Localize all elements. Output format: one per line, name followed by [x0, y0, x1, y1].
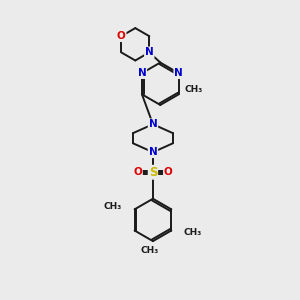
Text: CH₃: CH₃: [185, 85, 203, 94]
Text: N: N: [138, 68, 146, 78]
Text: CH₃: CH₃: [141, 246, 159, 255]
Text: N: N: [145, 47, 154, 57]
Text: N: N: [148, 119, 157, 129]
Text: N: N: [174, 68, 183, 78]
Text: O: O: [164, 167, 172, 177]
Text: O: O: [133, 167, 142, 177]
Text: S: S: [149, 166, 157, 179]
Text: O: O: [117, 31, 126, 41]
Text: CH₃: CH₃: [184, 228, 202, 237]
Text: N: N: [148, 147, 157, 157]
Text: CH₃: CH₃: [104, 202, 122, 211]
